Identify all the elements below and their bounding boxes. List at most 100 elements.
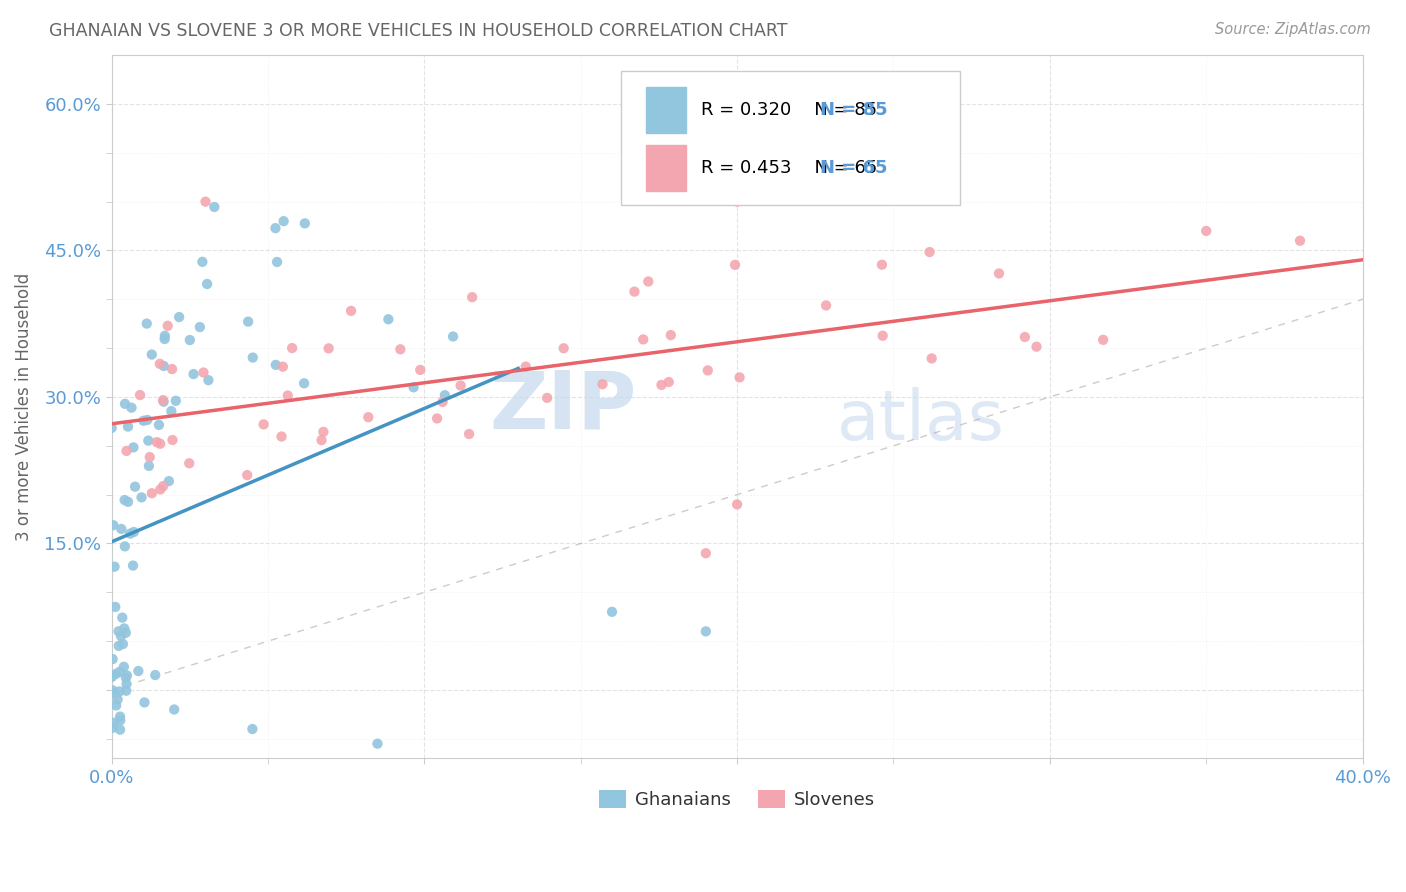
Point <box>115 444 138 458</box>
Point <box>188 320 211 334</box>
Point <box>242 722 264 736</box>
Text: atlas: atlas <box>837 387 1005 454</box>
Point <box>107 624 129 639</box>
Point <box>115 683 138 698</box>
Point <box>108 684 131 698</box>
Text: N = 65: N = 65 <box>820 159 887 177</box>
Point <box>623 285 645 299</box>
Point <box>160 362 183 376</box>
Point <box>264 358 287 372</box>
Point <box>152 359 174 373</box>
Point <box>461 290 484 304</box>
Point <box>139 450 162 464</box>
Point <box>132 414 155 428</box>
Point <box>195 277 218 291</box>
Point <box>112 622 135 636</box>
Point <box>153 329 176 343</box>
Point <box>695 624 717 639</box>
Point <box>114 493 136 508</box>
Point <box>117 419 139 434</box>
Point <box>264 221 287 235</box>
Point <box>120 526 142 541</box>
Point <box>870 258 893 272</box>
Point <box>127 664 149 678</box>
Point <box>115 671 138 685</box>
Point <box>179 456 201 470</box>
Point <box>111 637 134 651</box>
Point <box>104 599 127 614</box>
Point <box>115 677 138 691</box>
Point <box>129 388 152 402</box>
Point <box>104 686 127 700</box>
Point <box>149 436 172 450</box>
FancyBboxPatch shape <box>645 145 686 191</box>
Point <box>409 363 432 377</box>
Point <box>117 495 139 509</box>
Point <box>160 404 183 418</box>
Point <box>108 709 131 723</box>
Point <box>152 393 174 408</box>
Point <box>253 417 276 432</box>
Point <box>183 367 205 381</box>
Point <box>725 497 748 511</box>
Point <box>197 373 219 387</box>
Point <box>136 413 159 427</box>
Point <box>921 351 943 366</box>
Point <box>110 629 132 643</box>
Point <box>101 721 124 735</box>
Point <box>179 333 201 347</box>
Point <box>103 559 125 574</box>
Point <box>115 668 138 682</box>
Point <box>433 388 456 402</box>
Point <box>156 318 179 333</box>
Point <box>311 433 333 447</box>
Point <box>236 315 259 329</box>
Point <box>270 429 292 443</box>
Point <box>515 359 537 374</box>
Point <box>138 458 160 473</box>
Point <box>292 376 315 391</box>
Point <box>872 328 894 343</box>
Point <box>988 267 1011 281</box>
Point <box>696 363 718 377</box>
Point <box>294 216 316 230</box>
Point <box>193 366 215 380</box>
Point <box>143 668 166 682</box>
Point <box>101 683 124 698</box>
Point <box>112 660 135 674</box>
Point <box>312 425 335 439</box>
Point <box>191 255 214 269</box>
Point <box>148 417 170 432</box>
Point <box>725 194 748 209</box>
Point <box>728 370 751 384</box>
Point <box>318 342 340 356</box>
Point <box>114 540 136 554</box>
Point <box>194 194 217 209</box>
Point <box>121 401 143 415</box>
Point <box>631 332 654 346</box>
Y-axis label: 3 or more Vehicles in Household: 3 or more Vehicles in Household <box>15 273 32 541</box>
Point <box>458 427 481 442</box>
Point <box>695 546 717 560</box>
Point <box>103 518 125 533</box>
Point <box>101 670 124 684</box>
Point <box>389 343 412 357</box>
Text: N = 85: N = 85 <box>820 101 887 119</box>
Point <box>115 625 138 640</box>
Point <box>136 434 159 448</box>
Point <box>152 394 174 409</box>
Point <box>242 351 264 365</box>
Point <box>157 474 180 488</box>
Point <box>105 698 128 713</box>
Point <box>402 380 425 394</box>
Point <box>658 375 681 389</box>
Point <box>146 435 169 450</box>
Point <box>110 714 132 728</box>
Point <box>163 702 186 716</box>
Point <box>724 258 747 272</box>
Point <box>1195 224 1218 238</box>
Text: R = 0.320    N = 85: R = 0.320 N = 85 <box>700 101 877 119</box>
Text: Source: ZipAtlas.com: Source: ZipAtlas.com <box>1215 22 1371 37</box>
Point <box>1289 234 1312 248</box>
Point <box>202 200 225 214</box>
